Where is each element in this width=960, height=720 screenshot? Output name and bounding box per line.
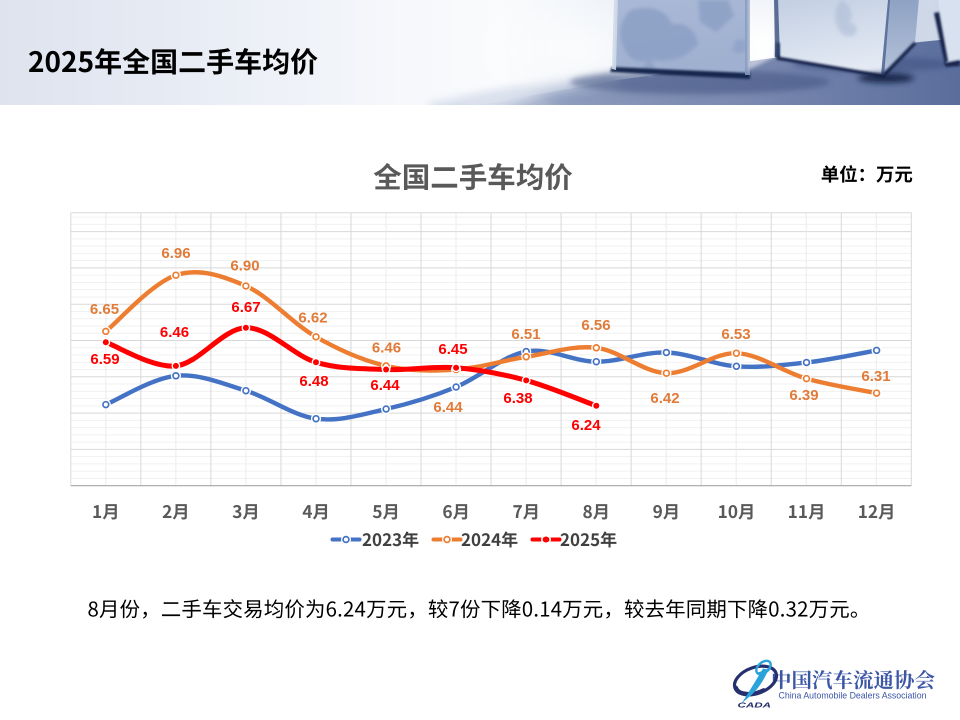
svg-text:6.38: 6.38 [503,390,532,407]
svg-text:6.96: 6.96 [161,245,190,262]
svg-text:6.90: 6.90 [230,258,259,275]
svg-text:6.31: 6.31 [861,368,890,385]
svg-text:6.59: 6.59 [90,351,119,368]
svg-text:6.44: 6.44 [370,377,400,394]
svg-text:6.53: 6.53 [721,326,750,343]
svg-text:6.62: 6.62 [298,310,327,327]
svg-text:6.44: 6.44 [433,399,463,416]
svg-text:6.45: 6.45 [438,341,467,358]
svg-text:6.42: 6.42 [650,390,679,407]
svg-text:China Automobile Dealers Assoc: China Automobile Dealers Association [779,691,927,701]
svg-text:6.24: 6.24 [571,417,601,434]
svg-text:6.56: 6.56 [581,317,610,334]
svg-text:6.65: 6.65 [90,301,119,318]
svg-text:6.67: 6.67 [231,299,260,316]
svg-text:CADA: CADA [738,701,772,710]
svg-text:6.48: 6.48 [299,373,328,390]
svg-text:6.51: 6.51 [511,326,540,343]
svg-text:6.46: 6.46 [160,324,189,341]
svg-text:6.39: 6.39 [789,387,818,404]
svg-text:6.46: 6.46 [372,340,401,357]
